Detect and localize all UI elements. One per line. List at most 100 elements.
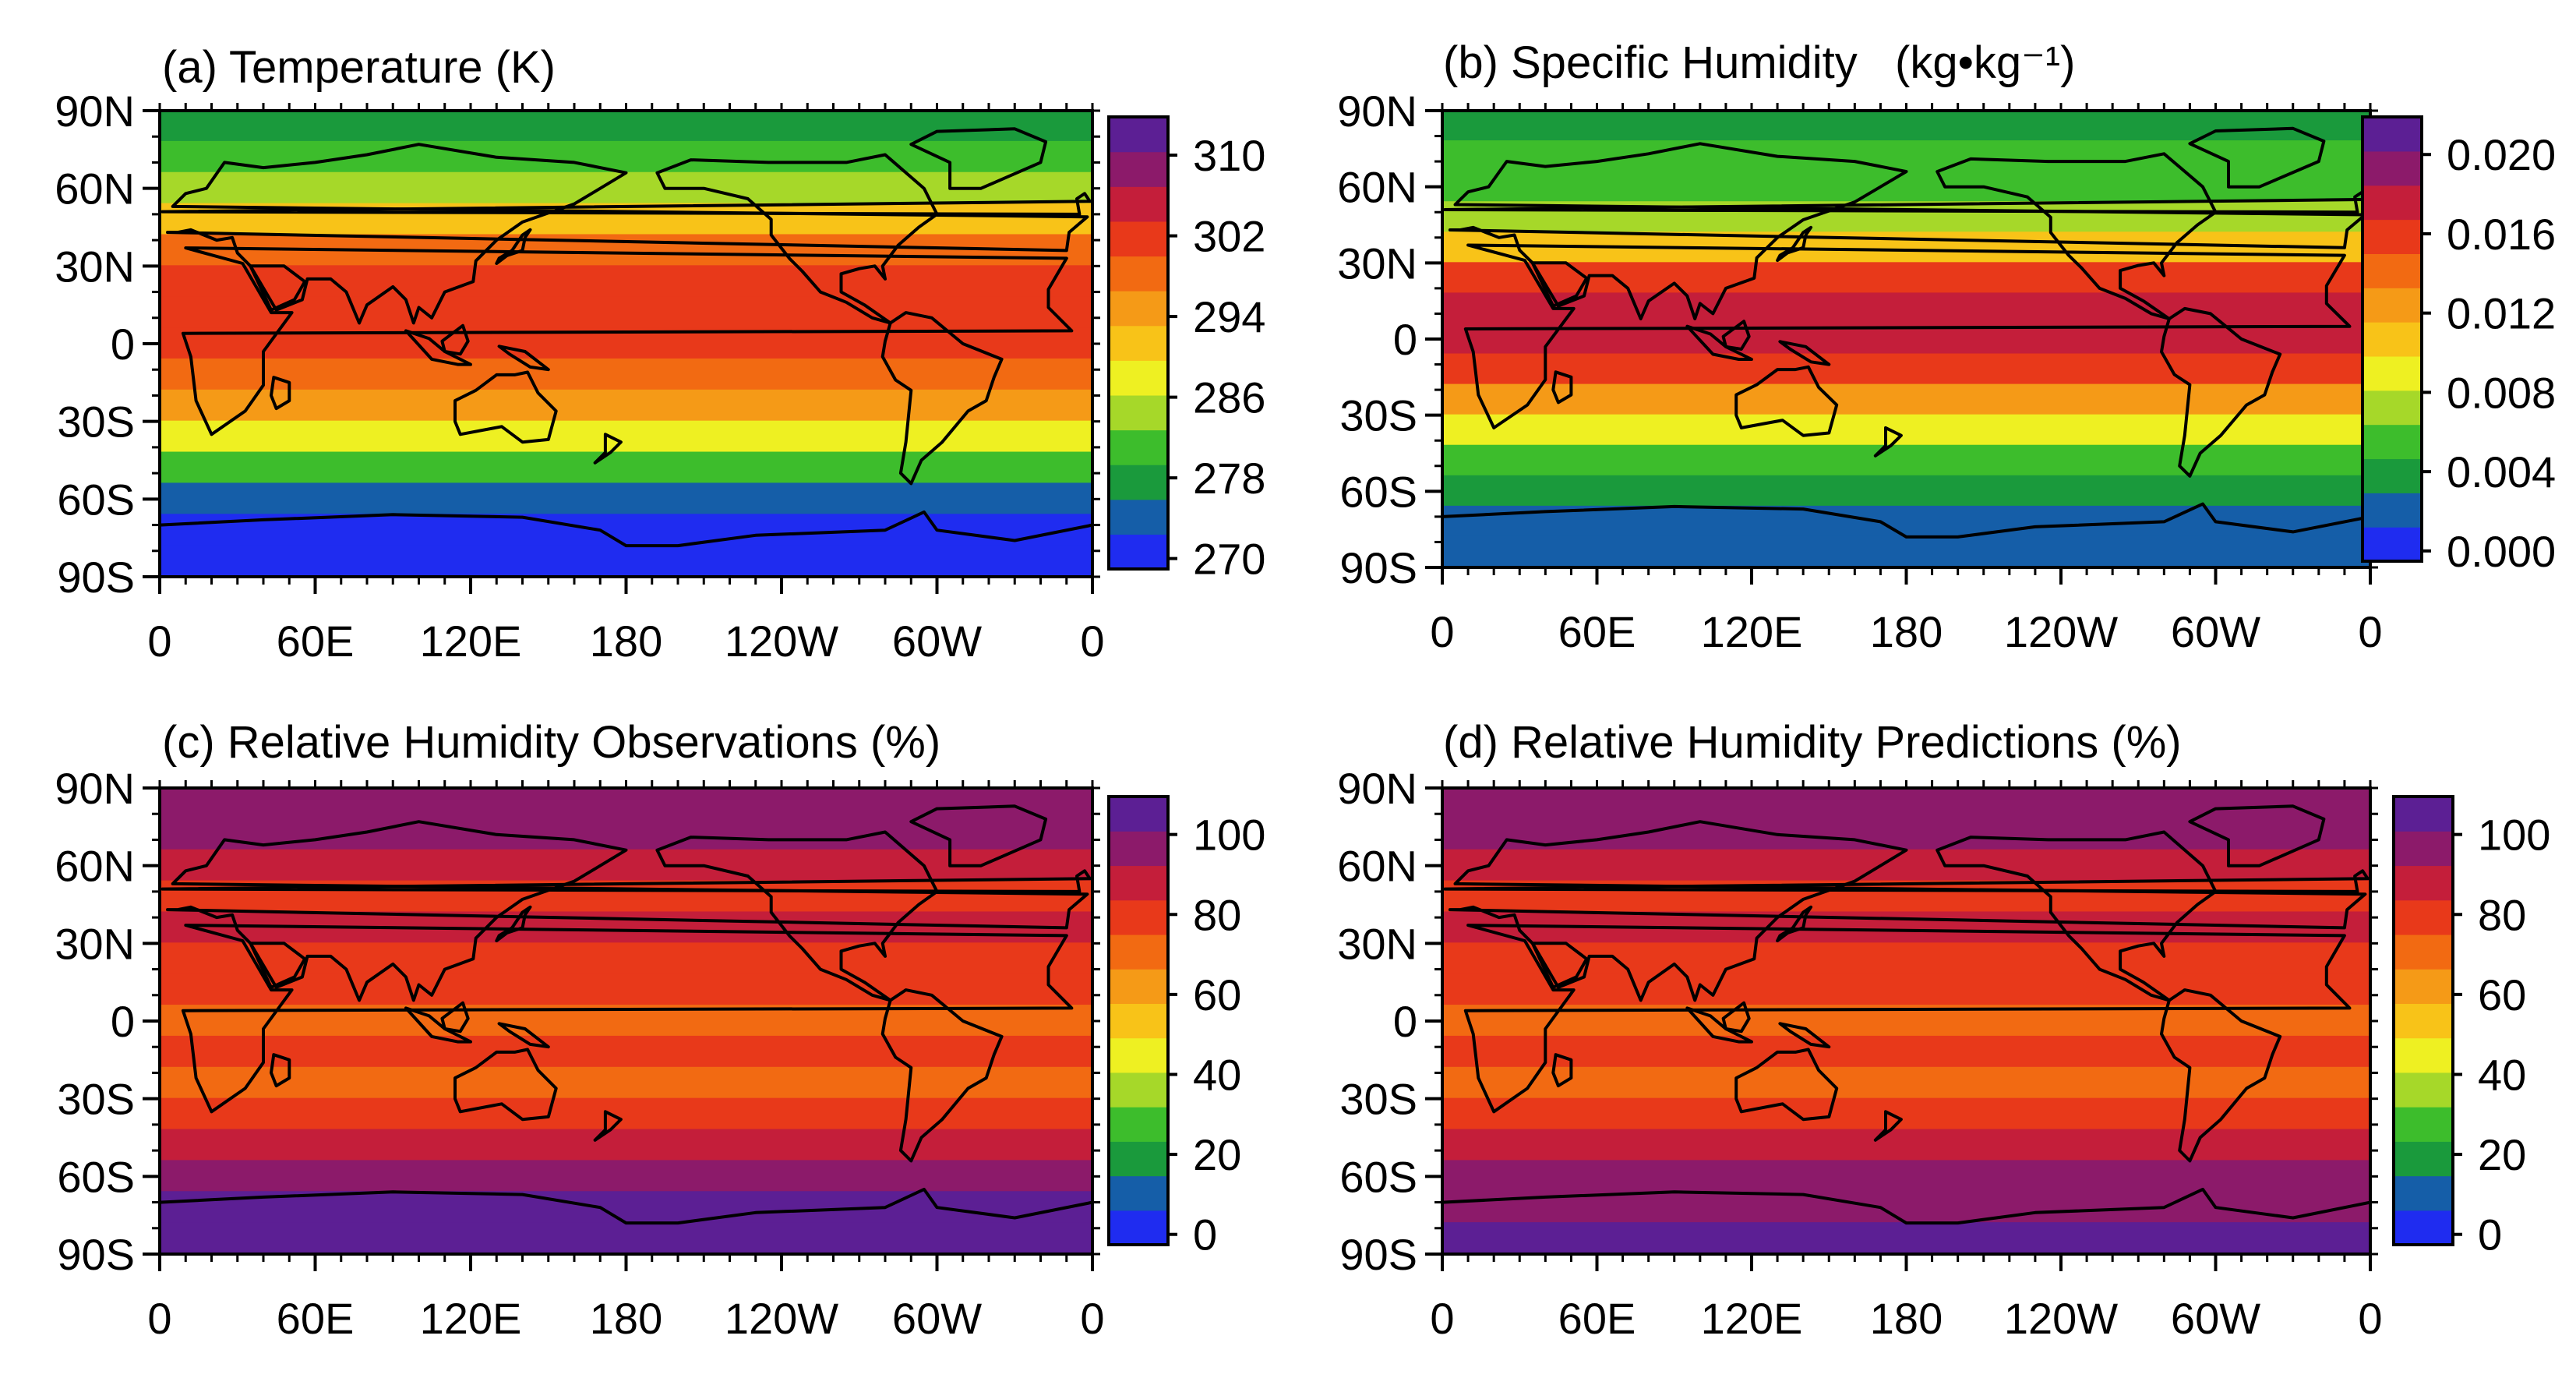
field-band: [1442, 353, 2370, 386]
x-tick-label: 0: [1430, 607, 1454, 656]
x-tick-label: 180: [1870, 607, 1943, 656]
field-band: [160, 545, 1092, 577]
x-tick-label: 120W: [2004, 1294, 2118, 1343]
panel-title: (c) Relative Humidity Observations (%): [162, 717, 940, 768]
field-band: [1442, 383, 2370, 416]
field-band: [1442, 140, 2370, 173]
y-tick-label: 60N: [55, 164, 135, 214]
colorbar-segment: [2394, 865, 2453, 901]
field-band: [160, 389, 1092, 422]
colorbar-frame: [1107, 795, 1170, 1246]
colorbar-segment: [1109, 969, 1168, 1004]
field-band: [160, 1160, 1092, 1193]
coastline-arabia-adjust: [249, 264, 307, 312]
coastline-japan: [1776, 225, 1813, 263]
coastline-uk: [161, 869, 1092, 893]
coastline-eurasia: [166, 143, 1089, 325]
colorbar-segment: [1109, 534, 1168, 570]
colorbar-segment: [2363, 322, 2422, 357]
colorbar-label: 100: [1193, 811, 1265, 860]
colorbar-label: 40: [1193, 1051, 1241, 1100]
y-tick-label: 60S: [1339, 1152, 1417, 1201]
colorbar-segment: [2363, 219, 2422, 254]
x-tick-label: 0: [1080, 617, 1104, 666]
coastline-japan: [495, 905, 532, 942]
colorbar-segment: [1109, 394, 1168, 431]
x-tick-label: 60E: [277, 617, 355, 666]
field-band: [160, 1066, 1092, 1100]
colorbar-label: 0.016: [2447, 210, 2556, 259]
colorbar-segment: [2394, 797, 2453, 832]
colorbar-label: 100: [2478, 811, 2550, 860]
x-tick-label: 180: [590, 617, 662, 666]
field-band: [160, 1129, 1092, 1162]
coastline-antarctica: [1442, 502, 2370, 567]
coastline-japan: [1776, 905, 1813, 942]
colorbar-segment: [2363, 527, 2422, 562]
colorbar-segment: [2394, 1175, 2453, 1211]
colorbar-segment: [2363, 150, 2422, 186]
coastline-madagascar: [1551, 370, 1573, 405]
coastline-borneo: [1721, 1001, 1751, 1034]
x-tick-label: 60W: [892, 1294, 982, 1343]
coastline-japan: [495, 228, 532, 265]
field-band: [160, 140, 1092, 174]
y-tick-label: 30S: [1339, 1075, 1417, 1124]
x-tick-label: 60W: [2171, 607, 2260, 656]
field-band: [1442, 171, 2370, 203]
panel-c: 0 60E 120E 180 120W 60W 0 90N 60N 30N 0 30S 60S 90S (c…: [55, 717, 1265, 1343]
colorbar-frame: [2361, 115, 2423, 563]
field-band: [1442, 818, 2370, 851]
field-band: [1442, 1129, 2370, 1162]
coastline-south-america: [880, 988, 1004, 1163]
colorbar-segment: [1109, 465, 1168, 500]
y-tick-label: 90S: [1339, 543, 1417, 592]
field-band: [1442, 111, 2370, 143]
colorbar-segment: [1109, 934, 1168, 970]
coastline-borneo: [440, 323, 470, 356]
field-band: [1442, 1035, 2370, 1069]
y-tick-label: 0: [1393, 315, 1417, 364]
x-tick-label: 120W: [725, 617, 838, 666]
colorbar-label: 0.008: [2447, 368, 2556, 417]
field-band: [1442, 1222, 2370, 1254]
colorbar-label: 20: [1193, 1130, 1241, 1179]
y-tick-label: 60N: [1337, 163, 1417, 212]
colorbar-segment: [1109, 291, 1168, 327]
coastline-north-america: [1936, 830, 2218, 1002]
x-tick-label: 60W: [2171, 1294, 2260, 1343]
y-tick-label: 30N: [1337, 238, 1417, 288]
colorbar-segment: [2363, 424, 2422, 460]
colorbar-segment: [2363, 390, 2422, 426]
coastline-new-zealand: [1873, 426, 1903, 458]
y-tick-label: 30N: [55, 919, 135, 968]
field-band: [160, 849, 1092, 882]
colorbar-segment: [2363, 185, 2422, 221]
field-band: [1442, 942, 2370, 976]
colorbar-segment: [2363, 493, 2422, 528]
field-band: [160, 420, 1092, 454]
panel-title: (d) Relative Humidity Predictions (%): [1443, 717, 2182, 768]
x-tick-label: 120W: [725, 1294, 838, 1343]
y-tick-label: 90N: [1337, 87, 1417, 136]
coastline-borneo: [1721, 320, 1751, 351]
colorbar-segment: [1109, 865, 1168, 901]
x-tick-label: 0: [147, 617, 171, 666]
colorbar-segment: [1109, 1037, 1168, 1073]
x-tick-label: 60W: [892, 617, 982, 666]
coastline-africa: [1463, 243, 2352, 429]
field-band: [160, 171, 1092, 205]
field-band: [160, 111, 1092, 143]
x-tick-label: 0: [1430, 1294, 1454, 1343]
x-tick-label: 60E: [1558, 1294, 1636, 1343]
colorbar-segment: [2394, 1072, 2453, 1108]
colorbar-frame: [1107, 115, 1170, 571]
coastline-madagascar: [270, 1053, 291, 1088]
colorbar-label: 60: [1193, 970, 1241, 1019]
colorbar-segment: [1109, 325, 1168, 361]
colorbar-segment: [1109, 1003, 1168, 1039]
coastline-australia: [453, 370, 558, 444]
colorbar-segment: [2394, 1037, 2453, 1073]
x-tick-label: 120E: [420, 617, 522, 666]
y-tick-label: 90N: [55, 87, 135, 136]
